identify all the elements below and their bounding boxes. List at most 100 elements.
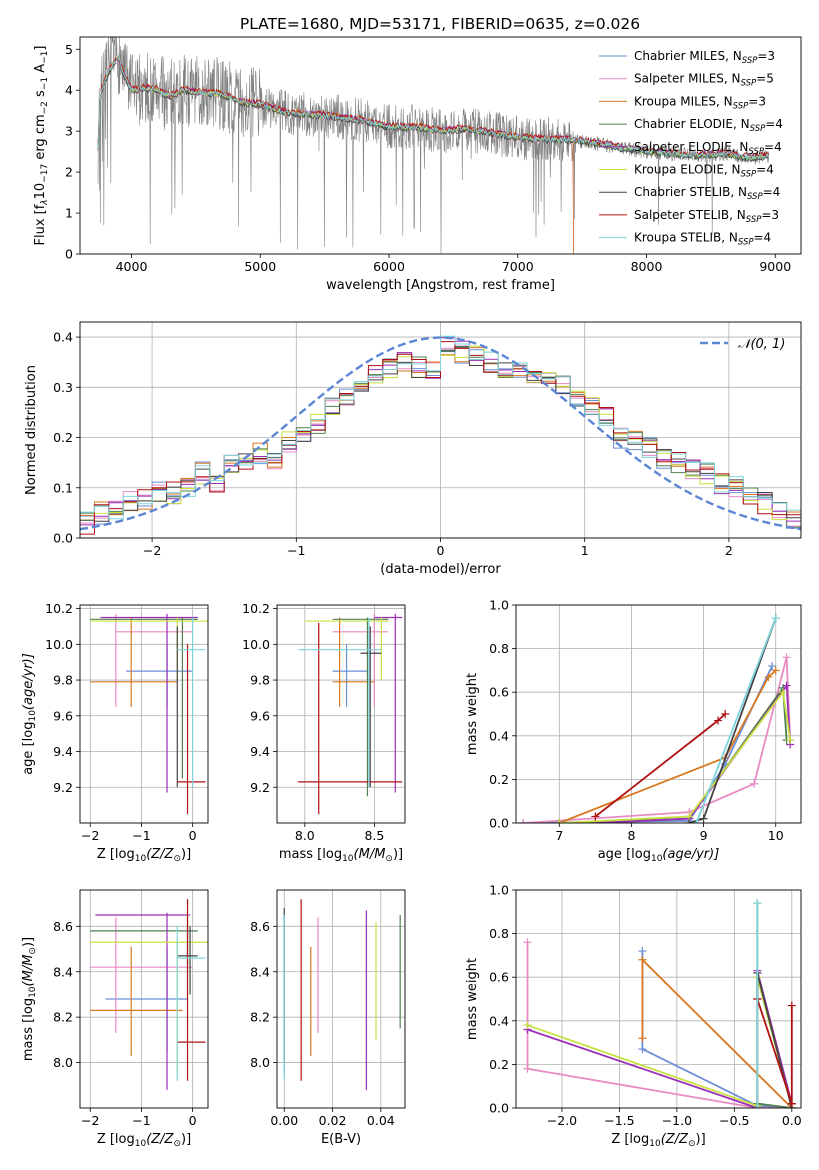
x-axis-label: age [log10(age/yr)] — [598, 847, 720, 864]
y-tick-label: 1 — [65, 206, 73, 221]
weight-line — [526, 942, 792, 1108]
weight-marker — [714, 716, 723, 725]
axes-frame — [276, 604, 406, 824]
y-tick-label: 8.6 — [53, 919, 73, 934]
weight-marker — [782, 653, 791, 662]
weight-marker — [787, 1001, 796, 1010]
y-tick-label: 9.2 — [53, 780, 73, 795]
residual-histogram — [80, 335, 801, 520]
y-tick-label: 10.2 — [242, 601, 270, 616]
x-axis-label: Z [log10(Z/Z⊙)] — [97, 1132, 191, 1149]
x-tick-label: −1 — [132, 1113, 150, 1128]
x-tick-label: 0.02 — [319, 1113, 347, 1128]
weight-marker — [685, 819, 694, 823]
x-axis-label: Z [log10(Z/Z⊙)] — [611, 1132, 705, 1149]
x-tick-label: 9000 — [759, 259, 791, 274]
weight-marker — [771, 614, 780, 623]
y-tick-label: 0 — [65, 247, 73, 262]
figure-title: PLATE=1680, MJD=53171, FIBERID=0635, z=0… — [240, 15, 640, 33]
axes-frame — [515, 889, 802, 1109]
x-tick-label: 9 — [700, 828, 708, 843]
y-tick-label: 0.4 — [489, 1013, 509, 1028]
axes-frame — [276, 889, 406, 1109]
weight-marker — [638, 947, 647, 956]
spectrum-legend: Chabrier MILES, NSSP=3 Salpeter MILES, NS… — [599, 49, 783, 248]
axes-frame — [79, 604, 209, 824]
y-axis-label: age [log10(age/yr)] — [21, 653, 38, 775]
x-axis-label: (data-model)/error — [380, 562, 501, 577]
x-tick-label: 0 — [189, 828, 197, 843]
weight-marker — [753, 1104, 762, 1108]
y-tick-label: 10.0 — [45, 637, 73, 652]
y-tick-label: 0.1 — [53, 480, 73, 495]
x-axis-label: mass [log10(M/M⊙)] — [279, 847, 403, 864]
y-tick-label: 8.6 — [250, 919, 270, 934]
y-tick-label: 8.2 — [53, 1010, 73, 1025]
weight-marker — [778, 688, 787, 697]
weight-marker — [591, 812, 600, 821]
y-tick-label: 0.0 — [489, 816, 509, 831]
y-tick-label: 1.0 — [489, 598, 509, 613]
y-tick-label: 0.4 — [53, 330, 73, 345]
axes-frame — [79, 889, 209, 1109]
y-tick-label: 3 — [65, 124, 73, 139]
weight-marker — [786, 736, 795, 745]
axes-frame — [79, 36, 802, 255]
weight-line — [558, 669, 777, 823]
x-tick-label: 0 — [189, 1113, 197, 1128]
weight-marker — [721, 710, 730, 718]
age_vs_mass-plot-area — [297, 613, 403, 815]
weight-marker — [699, 814, 708, 823]
y-tick-label: 9.4 — [250, 744, 270, 759]
weight-marker — [782, 681, 791, 690]
legend-entry: Chabrier STELIB, NSSP=4 — [634, 185, 780, 202]
x-tick-label: 1 — [581, 543, 589, 558]
x-tick-label: 2 — [725, 543, 733, 558]
mass_vs_ebv-panel: 0.00 0.02 0.04 8.0 8.2 8.4 8.6 E(B-V) — [250, 889, 406, 1147]
y-tick-label: 0.3 — [53, 380, 73, 395]
weight-line — [695, 617, 777, 823]
y-axis-label: mass weight — [465, 673, 480, 755]
x-tick-label: 5000 — [244, 259, 276, 274]
y-axis-label: mass [log10(M/M⊙)] — [21, 937, 38, 1061]
weight-line — [559, 689, 792, 823]
age_vs_z-plot-area — [90, 613, 208, 815]
y-tick-label: 0.6 — [489, 685, 509, 700]
y-tick-label: 9.6 — [53, 708, 73, 723]
weight_vs_z-plot-area — [523, 899, 796, 1108]
y-tick-label: 9.8 — [53, 673, 73, 688]
y-tick-label: 0.6 — [489, 970, 509, 985]
y-tick-label: 8.0 — [53, 1055, 73, 1070]
y-tick-label: 9.2 — [250, 780, 270, 795]
spectrum-panel: 4000 5000 6000 7000 8000 9000 0 1 2 3 4 5 wavelength… — [33, 36, 802, 293]
weight-marker — [787, 1099, 796, 1108]
x-tick-label: −0.5 — [719, 1113, 749, 1128]
weight-marker — [519, 819, 528, 823]
model-spectrum — [97, 53, 769, 161]
axes-frame — [515, 604, 802, 824]
weight-marker — [555, 819, 564, 823]
weight_vs_z-panel: −2.0 −1.5 −1.0 −0.5 0.0 0.0 0.2 0.4 0.6 0.8 1.0 Z [… — [465, 883, 802, 1150]
y-tick-label: 10.0 — [242, 637, 270, 652]
x-tick-label: −1 — [132, 828, 150, 843]
mass_vs_z-plot-area — [90, 899, 208, 1090]
legend-entry: 𝒩(0, 1) — [738, 337, 785, 352]
y-tick-label: 0.4 — [489, 728, 509, 743]
y-tick-label: 0.0 — [489, 1101, 509, 1116]
y-tick-label: 1.0 — [489, 883, 509, 898]
y-tick-label: 4 — [65, 83, 73, 98]
x-tick-label: 0.04 — [367, 1113, 395, 1128]
x-tick-label: 8.5 — [364, 828, 384, 843]
x-tick-label: −1.5 — [604, 1113, 634, 1128]
y-tick-label: 8.2 — [250, 1010, 270, 1025]
weight-marker — [692, 819, 701, 823]
y-tick-label: 0.0 — [53, 531, 73, 546]
x-axis-label: Z [log10(Z/Z⊙)] — [97, 847, 191, 864]
x-tick-label: −1.0 — [662, 1113, 692, 1128]
x-axis-label: wavelength [Angstrom, rest frame] — [326, 278, 555, 293]
legend-entry: Kroupa MILES, NSSP=3 — [634, 94, 766, 111]
x-tick-label: −2.0 — [547, 1113, 577, 1128]
x-tick-label: 7000 — [502, 259, 534, 274]
axes-frame — [79, 321, 802, 539]
